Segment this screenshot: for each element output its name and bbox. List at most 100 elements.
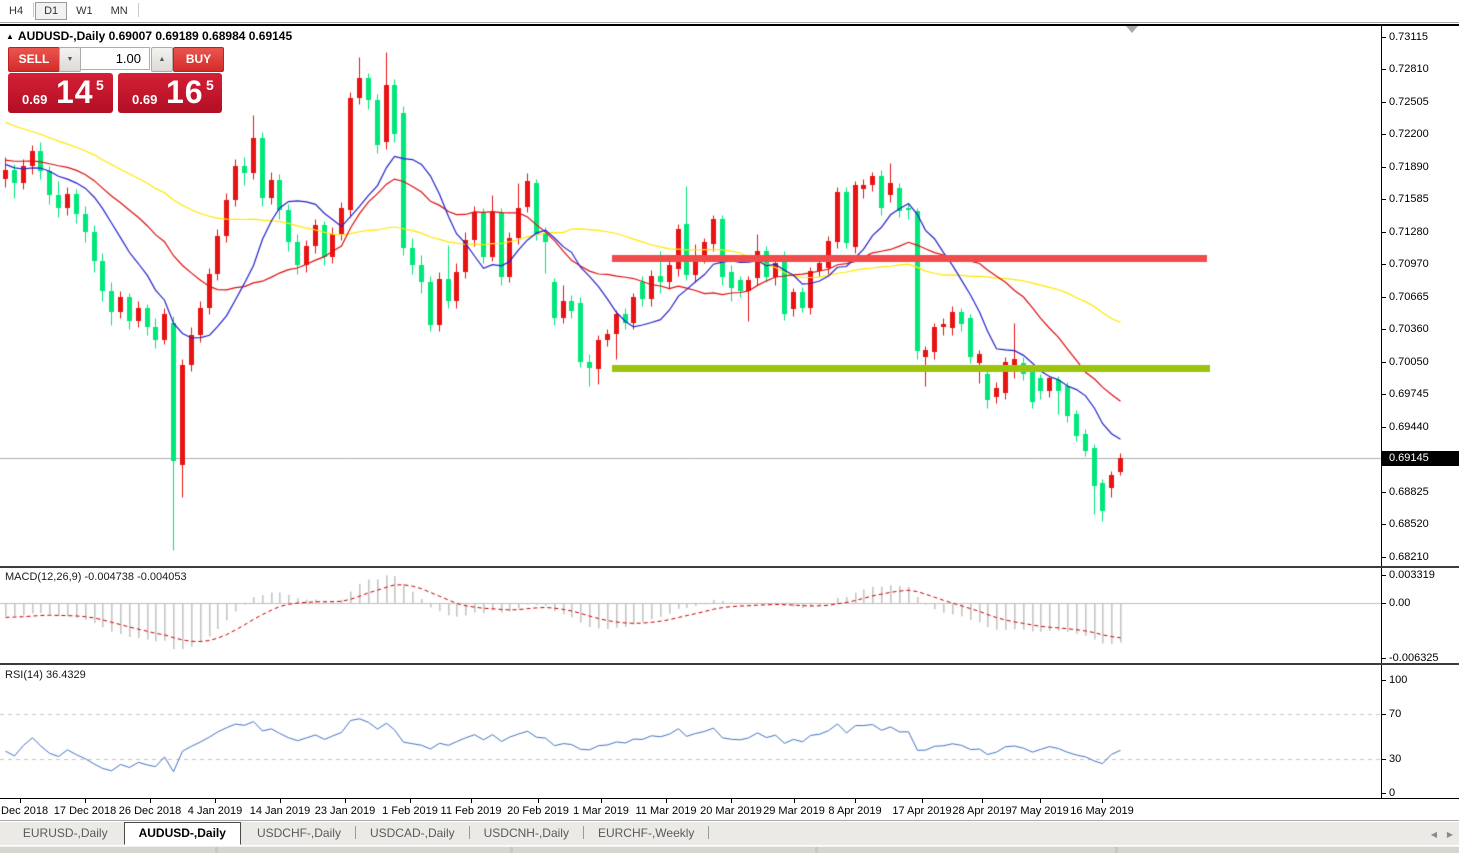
price-tick-label: 0.71280 — [1382, 226, 1459, 238]
volume-input[interactable] — [80, 47, 150, 70]
timeframe-tab-d1[interactable]: D1 — [35, 2, 68, 20]
tabbar-divider — [0, 820, 1459, 821]
date-tick-mark — [150, 799, 151, 803]
rsi-tick-label: 0 — [1382, 787, 1459, 799]
spinner-up-icon: ▲ — [158, 56, 166, 63]
date-tick-label: 17 Apr 2019 — [892, 805, 952, 817]
price-tick-label: 0.71890 — [1382, 161, 1459, 173]
tick-dash-icon — [1382, 792, 1386, 794]
buy-quote-button[interactable]: 0.69 16 5 — [118, 73, 222, 113]
tab-scroll-right-icon[interactable]: ▶ — [1446, 830, 1454, 839]
tick-dash-icon — [1382, 328, 1386, 330]
tab-separator — [468, 826, 470, 840]
toolbar-separator — [33, 2, 35, 17]
chart-tab-eurusd[interactable]: EURUSD-,Daily — [22, 826, 108, 840]
date-tick-mark — [666, 799, 667, 803]
date-tick-mark — [982, 799, 983, 803]
status-segment — [1118, 847, 1459, 853]
macd-value-1: -0.004738 — [84, 571, 135, 583]
date-tick-mark — [410, 799, 411, 803]
timeframe-tab-w1[interactable]: W1 — [76, 5, 93, 17]
panel-splitter[interactable] — [0, 566, 1459, 568]
sell-quote-button[interactable]: 0.69 14 5 — [8, 73, 113, 113]
sell-price-big: 14 — [56, 74, 94, 110]
chart-shift-marker-icon[interactable] — [1126, 26, 1138, 33]
date-tick-label: 29 Mar 2019 — [763, 805, 825, 817]
panel-splitter[interactable] — [0, 663, 1459, 665]
date-tick-label: 23 Jan 2019 — [314, 805, 376, 817]
tick-dash-icon — [1382, 133, 1386, 135]
price-chart-canvas[interactable] — [0, 26, 1381, 566]
date-tick-label: 4 Jan 2019 — [187, 805, 243, 817]
tick-dash-icon — [1382, 166, 1386, 168]
timeframe-tab-mn[interactable]: MN — [110, 5, 128, 17]
date-tick-mark — [471, 799, 472, 803]
sell-button[interactable]: SELL — [8, 47, 60, 72]
date-tick-label: 14 Jan 2019 — [249, 805, 311, 817]
tab-scroll-left-icon[interactable]: ◀ — [1430, 830, 1438, 839]
price-tick-label: 0.68520 — [1382, 518, 1459, 530]
price-tick-label: 0.70665 — [1382, 291, 1459, 303]
collapse-panel-icon[interactable]: ▲ — [6, 32, 14, 41]
macd-tick-label: 0.00 — [1382, 597, 1459, 609]
rsi-indicator-canvas[interactable] — [0, 666, 1381, 798]
date-tick-mark — [601, 799, 602, 803]
macd-label: MACD(12,26,9) -0.004738 -0.004053 — [5, 571, 187, 583]
tick-dash-icon — [1382, 657, 1386, 659]
status-segment — [818, 847, 1115, 853]
date-tick-mark — [794, 799, 795, 803]
price-axis-border — [1381, 24, 1382, 799]
date-tick-mark — [215, 799, 216, 803]
macd-value-2: -0.004053 — [137, 571, 187, 583]
volume-decrease-button[interactable]: ▼ — [59, 47, 81, 72]
toolbar-divider — [0, 22, 1459, 23]
date-axis-border — [0, 798, 1459, 799]
buy-button[interactable]: BUY — [173, 47, 224, 72]
price-tick-label: 0.68210 — [1382, 551, 1459, 563]
chart-tab-eurchf[interactable]: EURCHF-,Weekly — [597, 826, 695, 840]
tick-dash-icon — [1382, 361, 1386, 363]
chart-tab-usdcad[interactable]: USDCAD-,Daily — [369, 826, 455, 840]
tick-dash-icon — [1382, 296, 1386, 298]
ohlc-values: 0.69007 0.69189 0.68984 0.69145 — [108, 29, 293, 43]
tick-dash-icon — [1382, 36, 1386, 38]
price-tick-label: 0.69440 — [1382, 421, 1459, 433]
tick-dash-icon — [1382, 713, 1386, 715]
tab-separator — [708, 826, 710, 840]
macd-indicator-canvas[interactable] — [0, 568, 1381, 663]
chart-tab-audusd[interactable]: AUDUSD-,Daily — [123, 822, 241, 845]
date-tick-mark — [855, 799, 856, 803]
date-tick-label: 20 Feb 2019 — [507, 805, 569, 817]
rsi-value: 36.4329 — [45, 669, 86, 681]
tabbar-divider — [0, 821, 1459, 822]
current-price-tag: 0.69145 — [1382, 451, 1459, 466]
tick-dash-icon — [1382, 574, 1386, 576]
buy-price-prefix: 0.69 — [132, 92, 158, 107]
date-tick-label: 8 Apr 2019 — [828, 805, 882, 817]
spinner-down-icon: ▼ — [66, 56, 74, 63]
chart-tab-bar: EURUSD-,Daily AUDUSD-,Daily USDCHF-,Daily U… — [0, 822, 1459, 845]
status-segment — [0, 847, 215, 853]
price-tick-label: 0.73115 — [1382, 31, 1459, 43]
rsi-label: RSI(14) 36.4329 — [5, 669, 86, 681]
date-tick-label: 17 Dec 2018 — [53, 805, 117, 817]
date-tick-label: 20 Mar 2019 — [700, 805, 762, 817]
tick-dash-icon — [1382, 101, 1386, 103]
tick-dash-icon — [1382, 679, 1386, 681]
sell-price-sup: 5 — [96, 77, 104, 93]
tick-dash-icon — [1382, 491, 1386, 493]
tab-separator — [582, 826, 584, 840]
tick-dash-icon — [1382, 231, 1386, 233]
buy-price-big: 16 — [166, 74, 204, 110]
timeframe-tab-h4[interactable]: H4 — [9, 5, 24, 17]
rsi-tick-label: 30 — [1382, 753, 1459, 765]
toolbar-separator — [137, 2, 139, 17]
tick-dash-icon — [1382, 263, 1386, 265]
volume-increase-button[interactable]: ▲ — [151, 47, 173, 72]
price-tick-label: 0.70050 — [1382, 356, 1459, 368]
chart-tab-usdchf[interactable]: USDCHF-,Daily — [256, 826, 341, 840]
macd-tick-label: 0.003319 — [1382, 569, 1459, 581]
date-tick-mark — [731, 799, 732, 803]
chart-tab-usdcnh[interactable]: USDCNH-,Daily — [483, 826, 569, 840]
status-segment — [513, 847, 815, 853]
